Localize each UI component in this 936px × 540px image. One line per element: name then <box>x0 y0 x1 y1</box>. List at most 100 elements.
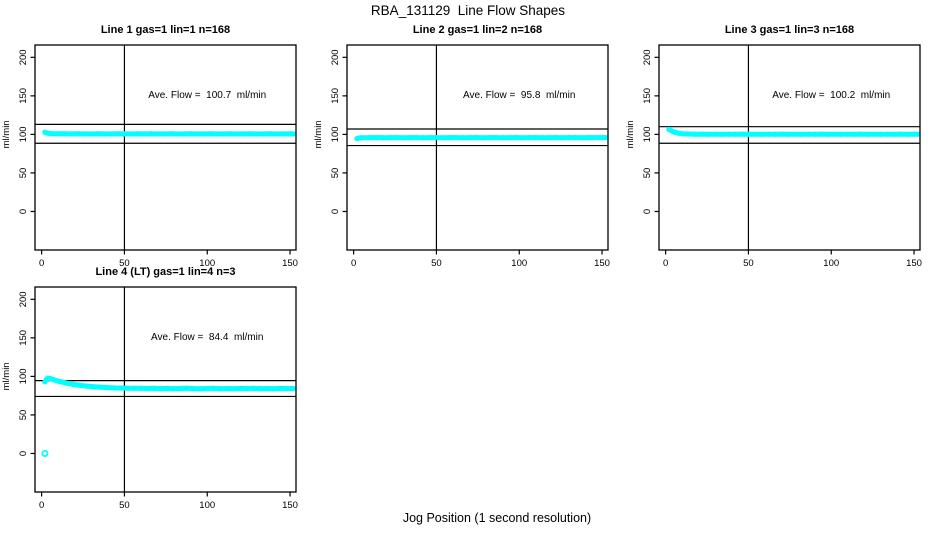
x-tick-label: 150 <box>282 258 298 269</box>
data-point <box>55 131 61 137</box>
data-point <box>251 385 257 391</box>
data-point <box>407 135 413 141</box>
data-point <box>101 131 108 137</box>
panel-line-2-plot-area: 0 50 100 150 0 50 100 150 200 ml/min <box>313 44 610 269</box>
data-point <box>174 131 181 137</box>
x-tick-label: 150 <box>282 500 298 511</box>
x-axis-label: Jog Position (1 second resolution) <box>402 511 592 525</box>
data-point <box>394 134 400 141</box>
data-point <box>745 131 752 137</box>
data-point <box>792 131 798 137</box>
data-point <box>290 385 296 392</box>
data-point <box>838 131 844 137</box>
data-point <box>121 131 128 137</box>
data-point <box>413 134 420 141</box>
data-point <box>178 385 184 392</box>
data-point <box>845 131 851 137</box>
data-point <box>566 135 572 141</box>
data-point <box>257 386 263 392</box>
y-tick-label: 0 <box>330 209 341 214</box>
data-point <box>433 134 440 141</box>
data-point <box>586 135 592 141</box>
data-point <box>75 131 81 137</box>
data-point <box>184 385 190 391</box>
data-point <box>264 385 270 392</box>
data-point <box>95 131 101 137</box>
panel-line-1-plot-area: 0 50 100 150 0 50 100 150 200 ml/min <box>1 44 298 269</box>
data-point <box>48 130 55 137</box>
x-tick-label: 50 <box>431 258 442 269</box>
data-point <box>420 135 426 141</box>
data-point <box>602 135 608 141</box>
data-point <box>400 135 406 141</box>
data-point <box>884 131 891 137</box>
x-tick-label: 0 <box>39 258 44 269</box>
y-tick-label: 150 <box>18 330 29 346</box>
x-tick-label: 0 <box>39 500 44 511</box>
panel-line-4-title: Line 4 (LT) gas=1 lin=4 n=3 <box>95 266 236 278</box>
data-point <box>277 385 283 392</box>
y-tick-label: 50 <box>18 410 29 421</box>
data-point <box>161 131 167 137</box>
data-point <box>135 131 141 137</box>
y-axis-label: ml/min <box>313 120 324 148</box>
outlier-point <box>41 449 49 457</box>
data-point <box>290 131 296 137</box>
data-point <box>207 131 214 137</box>
data-point <box>270 386 277 392</box>
y-tick-label: 0 <box>18 451 29 456</box>
data-point <box>360 135 367 141</box>
y-tick-label: 100 <box>330 126 341 142</box>
panel-line-4: Line 4 (LT) gas=1 lin=4 n=3 Ave. Flow = … <box>0 264 312 516</box>
data-point <box>138 385 144 391</box>
y-tick-label: 200 <box>642 49 653 65</box>
x-tick-label: 100 <box>199 500 215 511</box>
data-point <box>241 131 247 137</box>
x-tick-label: 150 <box>594 258 610 269</box>
data-point <box>572 134 579 141</box>
data-point <box>486 135 493 141</box>
data-point <box>111 385 118 391</box>
data-point <box>519 135 526 141</box>
data-point <box>82 131 88 137</box>
data-point <box>871 131 877 137</box>
data-point <box>227 131 234 137</box>
panel-line-4-ave-flow-annotation: Ave. Flow = 84.4 ml/min <box>151 331 264 343</box>
data-point <box>699 131 705 137</box>
data-point <box>221 131 227 137</box>
data-point <box>772 131 778 137</box>
data-point <box>247 131 253 137</box>
data-point <box>739 131 745 137</box>
data-point <box>686 131 692 137</box>
data-point <box>237 385 243 392</box>
data-point <box>204 385 210 392</box>
data-point <box>374 134 380 141</box>
data-point <box>865 131 871 137</box>
data-point <box>805 131 811 137</box>
y-axis-label: ml/min <box>1 120 12 148</box>
data-point <box>692 131 699 137</box>
data-point <box>211 385 217 391</box>
data-point <box>858 131 864 137</box>
y-axis-label: ml/min <box>625 120 636 148</box>
data-point <box>141 131 147 137</box>
data-point <box>148 131 154 137</box>
y-tick-label: 100 <box>18 126 29 142</box>
data-point <box>367 135 373 141</box>
panel-line-3-ave-flow-annotation: Ave. Flow = 100.2 ml/min <box>772 89 891 101</box>
panel-line-2-title: Line 2 gas=1 lin=2 n=168 <box>412 24 543 36</box>
data-point <box>254 131 260 137</box>
x-tick-label: 100 <box>199 258 215 269</box>
data-point <box>267 131 273 137</box>
data-point <box>201 131 207 137</box>
data-point <box>719 131 725 137</box>
data-point <box>752 131 758 137</box>
data-point <box>234 131 240 137</box>
y-tick-label: 50 <box>18 168 29 179</box>
data-point <box>553 134 559 141</box>
data-point <box>198 386 204 392</box>
data-point <box>679 131 685 137</box>
y-tick-label: 0 <box>18 209 29 214</box>
data-point <box>592 134 599 141</box>
data-point <box>231 386 237 392</box>
